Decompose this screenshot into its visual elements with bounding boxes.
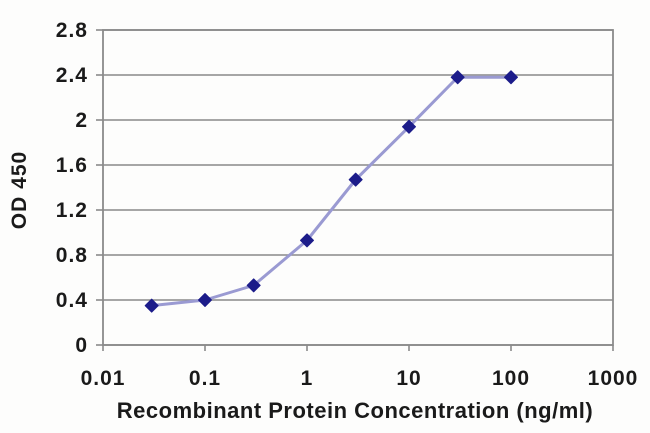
data-point-marker [300,233,314,248]
data-point-marker [246,278,261,293]
y-tick-label: 2 [75,109,88,132]
x-tick-label: 1 [301,367,314,390]
data-point-marker [450,70,465,85]
data-point-marker [348,172,363,187]
y-tick-label: 0 [75,334,88,357]
plot-area [102,29,614,346]
x-tick-label: 10 [396,367,421,390]
y-tick-label: 0.4 [56,289,88,312]
data-point-marker [402,119,416,134]
x-tick-label: 0.1 [189,367,221,390]
data-point-marker [144,298,159,313]
y-tick-label: 2.8 [56,19,88,42]
x-axis-title: Recombinant Protein Concentration (ng/ml… [116,398,594,423]
y-tick-label: 1.6 [56,154,88,177]
data-point-marker [198,293,212,307]
x-tick-label: 0.01 [81,367,126,390]
series-line [151,75,511,308]
y-tick-label: 1.2 [56,199,88,222]
x-tick-label: 100 [492,367,530,390]
y-tick-label: 0.8 [56,244,88,267]
y-tick-label: 2.4 [56,64,88,87]
data-point-marker [504,70,518,85]
x-tick-label: 1000 [588,367,639,390]
y-axis-title: OD 450 [8,150,31,230]
